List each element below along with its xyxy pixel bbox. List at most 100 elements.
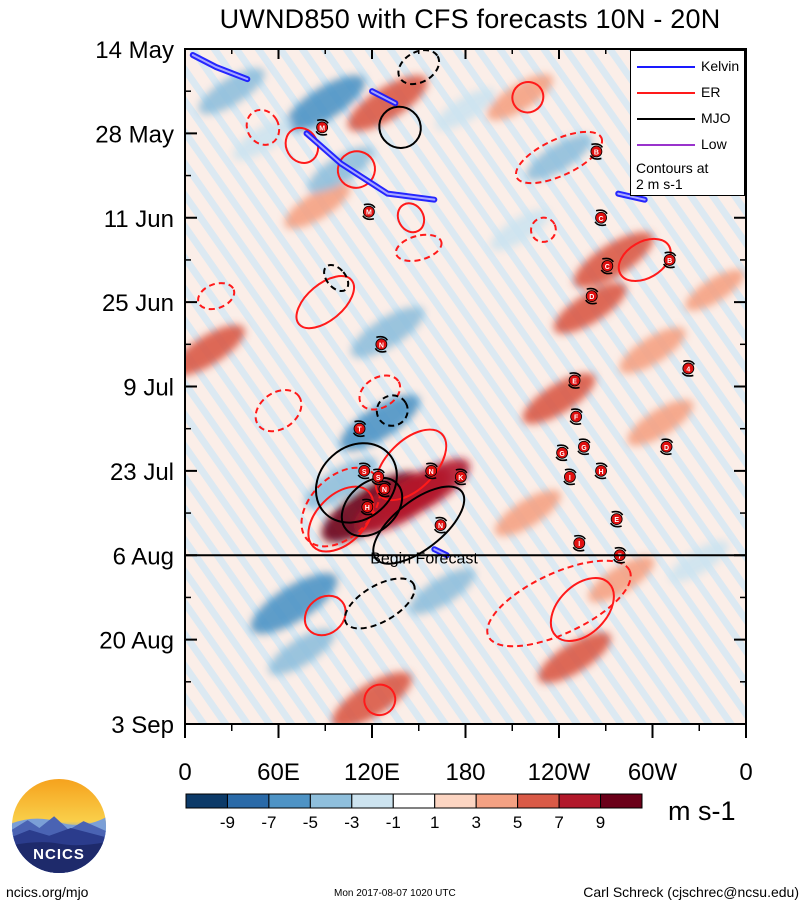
legend: Kelvin ER MJO Low Contours at 2 m s-1 — [630, 50, 745, 196]
cyclone-arm-icon — [424, 474, 437, 480]
cyclone-marker: T — [352, 420, 367, 438]
cyclone-arm-icon — [578, 438, 591, 444]
mjo-contour-negative — [397, 49, 441, 86]
cyclone-marker: E — [567, 372, 582, 389]
anomaly-blob — [185, 324, 245, 376]
colorbar-swatch — [434, 793, 477, 809]
cyclone-icon — [362, 205, 375, 218]
cyclone-label: I — [569, 475, 571, 482]
footer-timestamp: Mon 2017-08-07 1020 UTC — [334, 888, 456, 899]
y-tick-label: 25 Jun — [102, 290, 174, 317]
cyclone-arm-icon — [362, 498, 375, 504]
cyclone-icon — [372, 471, 385, 483]
cyclone-marker: G — [577, 438, 591, 456]
cyclone-marker: N — [374, 335, 389, 353]
cyclone-label: 4 — [686, 366, 690, 373]
cyclone-arm-icon — [613, 558, 625, 564]
legend-item-er: ER — [631, 83, 744, 103]
er-contour-positive — [617, 237, 672, 282]
mjo-contour-negative — [375, 394, 409, 427]
footer-author: Carl Schreck (cjschrec@ncsu.edu) — [583, 884, 799, 900]
cyclone-icon — [610, 513, 623, 525]
er-contour-positive — [511, 81, 545, 114]
cyclone-arm-icon — [662, 263, 675, 269]
er-contour-positive — [549, 577, 615, 642]
legend-label-mjo: MJO — [701, 110, 731, 126]
anomaly-blob — [351, 306, 425, 358]
anomaly-blob — [627, 399, 694, 446]
anomaly-blob — [487, 74, 553, 121]
cyclone-icon — [353, 422, 366, 435]
colorbar-swatch — [600, 793, 643, 809]
er-contour-negative — [197, 282, 236, 311]
legend-note: Contours at 2 m s-1 — [636, 160, 708, 192]
cyclone-marker: E — [609, 510, 624, 528]
cyclone-label: N — [429, 469, 434, 476]
cyclone-arm-icon — [354, 420, 367, 426]
cyclone-icon — [358, 464, 371, 477]
x-tick-label: 180 — [445, 759, 485, 786]
cyclone-arm-icon — [595, 209, 608, 215]
colorbar-tick-label: -3 — [344, 813, 359, 832]
begin-forecast-label: Begin Forecast — [370, 550, 478, 567]
anomaly-blob — [233, 118, 293, 160]
cyclone-icon — [564, 471, 576, 483]
x-tick-label: 60W — [628, 759, 678, 786]
mjo-contour-positive — [378, 105, 422, 149]
cyclone-icon — [556, 446, 569, 459]
cyclone-marker: I — [572, 534, 586, 552]
cyclone-label: M — [319, 125, 325, 132]
chart-title: UWND850 with CFS forecasts 10N - 20N — [219, 4, 721, 34]
cyclone-arm-icon — [435, 516, 448, 522]
anomaly-blob — [284, 182, 351, 229]
cyclone-arm-icon — [594, 474, 607, 480]
er-contour-negative — [245, 108, 281, 146]
cyclone-arm-icon — [577, 450, 590, 456]
cyclone-label: E — [614, 517, 619, 524]
er-contour-negative — [486, 559, 632, 648]
x-tick-label: 0 — [178, 759, 191, 786]
colorbar-tick-label: 5 — [513, 813, 522, 832]
cyclone-icon — [570, 410, 583, 423]
cyclone-arm-icon — [567, 384, 580, 389]
mjo-contour-negative — [343, 577, 416, 630]
legend-swatch-low — [637, 144, 695, 146]
cyclone-icon — [663, 254, 676, 266]
legend-label-low: Low — [701, 136, 727, 152]
legend-item-kelvin: Kelvin — [631, 57, 744, 77]
footer-website: ncics.org/mjo — [6, 884, 89, 900]
cyclone-label: 7 — [618, 553, 622, 560]
kelvin-contour-inner — [371, 90, 397, 105]
x-tick-label: 120E — [344, 759, 400, 786]
cyclone-arm-icon — [374, 347, 387, 353]
cyclone-arm-icon — [683, 360, 696, 365]
cyclone-arm-icon — [357, 474, 370, 480]
cyclone-label: D — [589, 294, 594, 301]
mjo-contour-positive — [372, 485, 466, 565]
colorbar-tick-label: -1 — [386, 813, 401, 832]
cyclone-marker: D — [585, 287, 599, 305]
legend-swatch-mjo — [637, 118, 695, 120]
anomaly-blob — [332, 671, 412, 724]
cyclone-arm-icon — [373, 468, 385, 474]
cyclone-arm-icon — [595, 462, 608, 468]
cyclone-icon — [595, 464, 607, 477]
cyclone-arm-icon — [572, 546, 585, 552]
er-contour-positive — [295, 275, 355, 330]
cyclone-arm-icon — [359, 462, 371, 468]
cyclone-marker: H — [594, 462, 608, 480]
colorbar-tick-label: 3 — [471, 813, 480, 832]
anomaly-blob — [285, 75, 366, 132]
cyclone-arm-icon — [564, 468, 577, 474]
cyclone-label: B — [667, 258, 672, 265]
cyclone-marker: S — [357, 462, 371, 480]
cyclone-marker: N — [433, 516, 448, 534]
cyclone-arm-icon — [570, 408, 583, 414]
cyclone-icon — [595, 211, 607, 224]
cyclone-arm-icon — [555, 456, 568, 462]
kelvin-contour-inner — [617, 192, 646, 201]
cyclone-label: N — [379, 342, 384, 349]
colorbar-swatch — [392, 793, 436, 809]
legend-note-line1: Contours at — [636, 160, 709, 176]
cyclone-arm-icon — [556, 444, 569, 450]
